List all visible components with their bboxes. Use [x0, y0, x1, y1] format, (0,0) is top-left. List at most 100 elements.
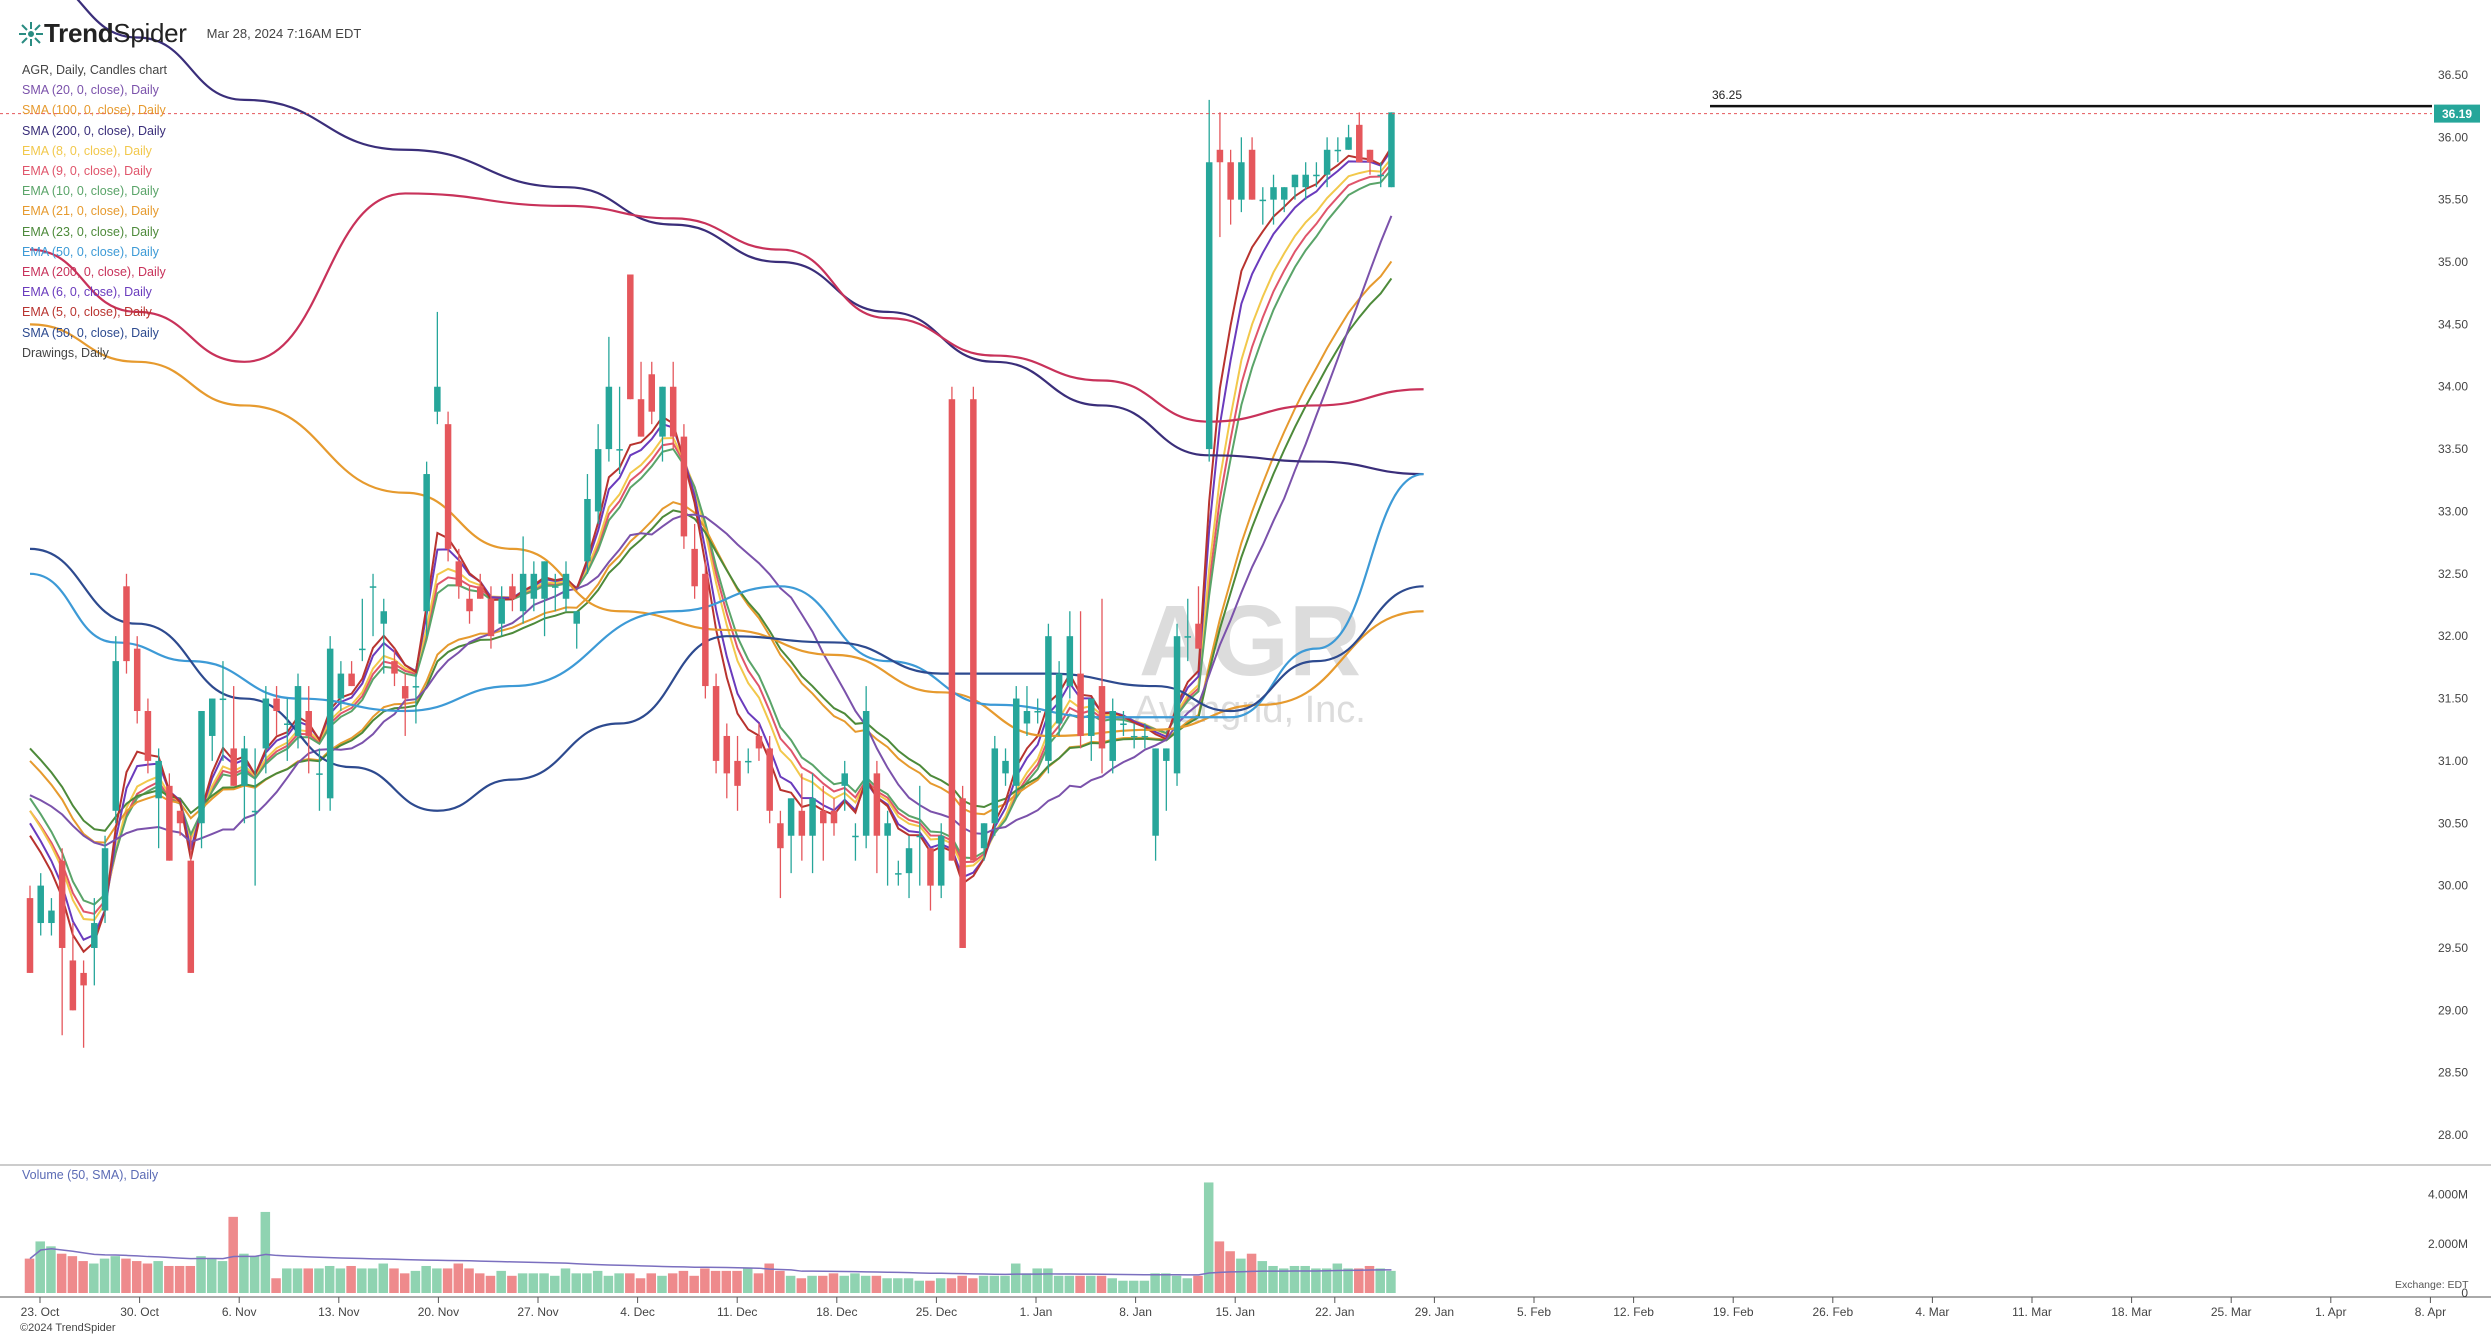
candle[interactable] — [1356, 112, 1363, 163]
volume-bar[interactable] — [957, 1275, 967, 1293]
volume-bar[interactable] — [732, 1270, 742, 1293]
candle[interactable] — [1205, 99, 1213, 462]
volume-bar[interactable] — [1064, 1275, 1075, 1293]
candle[interactable] — [305, 686, 312, 774]
legend-item[interactable]: EMA (50, 0, close), Daily — [22, 244, 159, 259]
volume-bar[interactable] — [131, 1261, 142, 1293]
volume-bar[interactable] — [282, 1268, 292, 1293]
volume-bar[interactable] — [571, 1273, 581, 1293]
volume-bar[interactable] — [689, 1275, 699, 1293]
volume-bar[interactable] — [1343, 1268, 1353, 1293]
candle[interactable] — [691, 523, 698, 599]
volume-bar[interactable] — [946, 1278, 957, 1293]
volume-bar[interactable] — [56, 1253, 67, 1293]
candle[interactable] — [970, 386, 977, 861]
volume-bar[interactable] — [121, 1258, 131, 1293]
volume-bar[interactable] — [592, 1270, 603, 1293]
volume-bar[interactable] — [1032, 1268, 1042, 1293]
volume-bar[interactable] — [174, 1265, 185, 1293]
volume-bar[interactable] — [614, 1273, 624, 1293]
candle[interactable] — [176, 810, 184, 836]
volume-bar[interactable] — [442, 1268, 453, 1293]
volume-bar[interactable] — [357, 1268, 367, 1293]
candle[interactable] — [1302, 162, 1309, 200]
volume-bar[interactable] — [978, 1275, 989, 1293]
volume-bar[interactable] — [603, 1275, 614, 1293]
candle[interactable] — [562, 561, 570, 612]
candle[interactable] — [905, 835, 913, 899]
candle[interactable] — [1227, 149, 1234, 225]
candle[interactable] — [69, 923, 77, 1011]
volume-bar[interactable] — [796, 1278, 807, 1293]
volume-bar[interactable] — [35, 1241, 45, 1293]
legend-item[interactable]: EMA (200, 0, close), Daily — [22, 265, 166, 280]
candle[interactable] — [723, 723, 731, 799]
volume-bar[interactable] — [1364, 1265, 1375, 1293]
candle[interactable] — [1313, 162, 1320, 188]
candle[interactable] — [755, 723, 763, 761]
volume-bar[interactable] — [1128, 1280, 1139, 1293]
volume-bar[interactable] — [164, 1265, 174, 1293]
volume-bar[interactable] — [153, 1261, 163, 1293]
volume-bar[interactable] — [432, 1268, 442, 1293]
candle[interactable] — [980, 823, 988, 861]
volume-bar[interactable] — [1257, 1261, 1268, 1293]
volume-bar[interactable] — [1268, 1265, 1278, 1293]
candle[interactable] — [1066, 611, 1074, 699]
candle[interactable] — [1195, 586, 1202, 649]
legend-item[interactable]: EMA (23, 0, close), Daily — [22, 224, 159, 239]
candle[interactable] — [573, 611, 580, 649]
volume-bar[interactable] — [389, 1268, 399, 1293]
volume-bar[interactable] — [850, 1273, 860, 1293]
volume-bar[interactable] — [742, 1268, 753, 1293]
candle[interactable] — [1334, 137, 1342, 163]
candle[interactable] — [895, 860, 902, 886]
volume-bar[interactable] — [496, 1270, 506, 1293]
candle[interactable] — [873, 760, 881, 874]
candle[interactable] — [455, 548, 463, 599]
candle[interactable] — [1088, 698, 1095, 761]
candle[interactable] — [927, 848, 934, 911]
candle[interactable] — [1045, 623, 1052, 774]
volume-bar[interactable] — [1150, 1273, 1160, 1293]
candle[interactable] — [1366, 149, 1374, 175]
candle[interactable] — [852, 823, 859, 861]
candle[interactable] — [273, 686, 280, 736]
candle[interactable] — [1012, 686, 1020, 799]
volume-bar[interactable] — [550, 1275, 560, 1293]
volume-bar[interactable] — [871, 1275, 882, 1293]
candle[interactable] — [198, 711, 205, 849]
legend-item[interactable]: SMA (50, 0, close), Daily — [22, 325, 159, 340]
volume-bar[interactable] — [1214, 1241, 1225, 1293]
volume-bar[interactable] — [378, 1263, 389, 1293]
candle[interactable] — [702, 561, 709, 699]
candle[interactable] — [487, 586, 495, 649]
volume-bar[interactable] — [485, 1275, 496, 1293]
volume-bar[interactable] — [1246, 1253, 1257, 1293]
candle[interactable] — [166, 773, 173, 861]
volume-bar[interactable] — [914, 1280, 925, 1293]
candle[interactable] — [1077, 611, 1084, 749]
candle[interactable] — [648, 361, 656, 425]
volume-bar[interactable] — [1375, 1268, 1385, 1293]
legend-item[interactable]: Drawings, Daily — [22, 345, 109, 360]
candle[interactable] — [1377, 162, 1384, 188]
volume-bar[interactable] — [1043, 1268, 1053, 1293]
candle[interactable] — [1152, 748, 1159, 861]
candle[interactable] — [1141, 723, 1149, 749]
candle[interactable] — [627, 274, 634, 400]
candle[interactable] — [798, 773, 806, 861]
candle[interactable] — [37, 873, 44, 936]
volume-bar[interactable] — [1010, 1263, 1021, 1293]
volume-bar[interactable] — [635, 1278, 646, 1293]
candle[interactable] — [155, 748, 162, 849]
candle[interactable] — [123, 573, 130, 674]
volume-bar[interactable] — [239, 1253, 249, 1293]
candle[interactable] — [916, 785, 924, 886]
volume-bar[interactable] — [1000, 1275, 1010, 1293]
volume-bar[interactable] — [560, 1268, 571, 1293]
candle[interactable] — [262, 686, 270, 774]
volume-bar[interactable] — [464, 1268, 474, 1293]
volume-bar[interactable] — [721, 1270, 732, 1293]
candle[interactable] — [509, 573, 516, 612]
